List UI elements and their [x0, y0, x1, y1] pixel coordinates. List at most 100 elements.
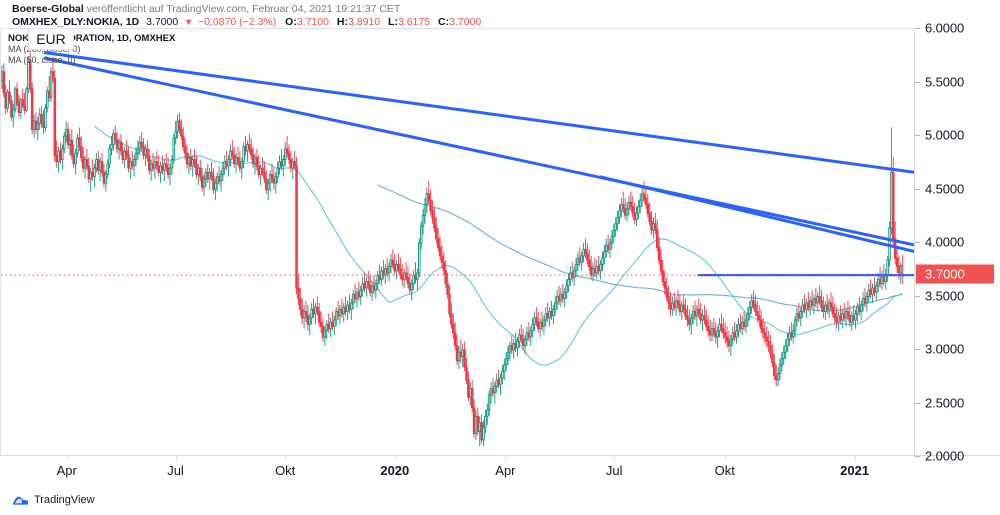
candle-body	[438, 246, 442, 257]
candle-body	[750, 300, 753, 308]
candle-body	[19, 99, 23, 113]
candle-body	[793, 319, 797, 332]
trendline-1[interactable]	[43, 51, 914, 174]
candle-body	[710, 328, 714, 336]
price-plot[interactable]	[1, 29, 914, 456]
candle-body	[631, 206, 634, 214]
candle-body	[334, 311, 338, 321]
candle-body	[96, 159, 100, 171]
candle-body	[895, 257, 899, 267]
currency-label[interactable]: EUR	[28, 28, 74, 50]
candle-body	[212, 176, 215, 190]
candle-body	[812, 298, 816, 306]
symbol-label[interactable]: OMXHEX_DLY:NOKIA, 1D	[12, 16, 140, 28]
tradingview-brand[interactable]: TradingView	[12, 494, 95, 506]
candle-body	[459, 351, 463, 357]
candle-body	[763, 332, 767, 338]
candle-body	[665, 287, 668, 297]
published-text: veröffentlicht auf TradingView.com, Febr…	[86, 3, 401, 15]
time-tick-label: 2020	[380, 463, 410, 478]
price-scale[interactable]: 6.0000 5.5000 5.0000 4.5000 4.0000 3.5000 3.00…	[914, 21, 1000, 464]
candle-body	[480, 422, 483, 441]
candle-body	[678, 304, 682, 312]
candle-body	[342, 306, 346, 315]
candle-body	[852, 315, 855, 321]
candle-body	[129, 161, 132, 169]
time-tick-mark	[66, 456, 68, 461]
candle-body	[70, 139, 74, 156]
candle-body	[234, 156, 238, 165]
candle-body	[827, 302, 831, 310]
candle-body	[582, 248, 585, 257]
candle-body	[191, 159, 194, 167]
candle-body	[325, 323, 329, 332]
candle-body	[642, 193, 646, 199]
candle-body	[510, 345, 514, 351]
candle-body	[484, 415, 487, 428]
candle-body	[467, 379, 470, 398]
legend-ma50[interactable]: MA (50, close, 0)	[8, 55, 76, 65]
candle-body	[588, 259, 591, 267]
candle-body	[695, 308, 699, 317]
candle-body	[170, 159, 174, 169]
candle-body	[270, 174, 274, 180]
candle-body	[882, 276, 886, 282]
candle-body	[380, 270, 383, 280]
candle-body	[567, 278, 570, 287]
candle-body	[331, 321, 334, 327]
candle-body	[542, 319, 546, 327]
candle-body	[164, 163, 168, 169]
candle-body	[214, 182, 217, 190]
candle-body	[638, 199, 642, 208]
price-tick-label: 3.0000	[925, 341, 965, 357]
chart-pane[interactable]	[0, 28, 914, 456]
candle-body	[115, 139, 119, 150]
candle-body	[399, 268, 402, 276]
candle-body	[66, 129, 70, 146]
candle-body	[461, 349, 464, 357]
candle-body	[767, 340, 770, 347]
candle-body	[701, 315, 704, 321]
candle-body	[147, 156, 151, 171]
candle-body	[89, 171, 92, 180]
candle-body	[697, 308, 701, 315]
candle-body	[202, 178, 206, 188]
candle-body	[444, 270, 447, 285]
ma-50-line	[94, 125, 903, 366]
candle-body	[589, 266, 593, 276]
time-tick-mark	[175, 456, 177, 461]
close-value: 3.7000	[449, 16, 482, 28]
candle-body	[272, 178, 276, 184]
candle-body	[385, 268, 389, 274]
candle-body	[729, 338, 733, 347]
trendline-2[interactable]	[43, 56, 914, 247]
candle-body	[761, 328, 765, 334]
candle-body	[166, 167, 170, 175]
candle-body	[176, 120, 179, 133]
candle-body	[46, 90, 49, 109]
candle-body	[17, 102, 21, 113]
candle-body	[108, 148, 111, 165]
candle-body	[418, 242, 421, 274]
candle-body	[714, 332, 718, 338]
price-tick-label: 5.5000	[925, 74, 965, 89]
candle-body	[163, 163, 166, 171]
candle-body	[633, 212, 636, 220]
candle-body	[584, 248, 587, 255]
candle-body	[482, 426, 485, 441]
candle-body	[705, 319, 708, 327]
candle-body	[491, 388, 495, 394]
candle-body	[499, 377, 502, 385]
candle-body	[361, 283, 364, 291]
candle-body	[414, 274, 417, 280]
time-axis[interactable]: Apr Jul Okt 2020 Apr Jul Okt 2021	[0, 456, 914, 486]
candle-body	[527, 332, 531, 338]
candle-body	[712, 328, 716, 334]
candle-body	[427, 193, 430, 201]
candle-body	[232, 154, 236, 165]
price-tick-label: 4.0000	[925, 234, 965, 250]
trendline-3[interactable]	[599, 175, 914, 253]
candle-body	[452, 323, 455, 334]
candle-body	[312, 308, 315, 315]
price-tick-label: 2.0000	[925, 448, 965, 464]
